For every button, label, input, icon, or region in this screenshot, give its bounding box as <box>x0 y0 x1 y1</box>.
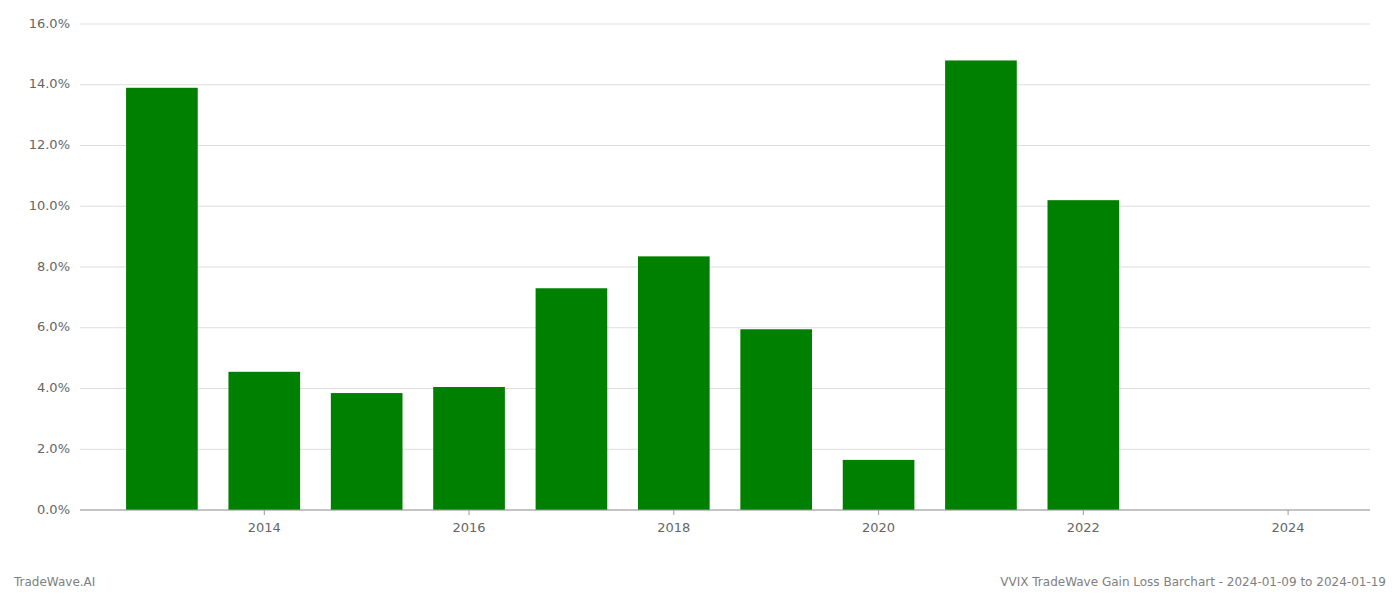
footer-text: VVIX TradeWave Gain Loss Barchart - 2024… <box>1000 575 1386 589</box>
y-tick-label: 14.0% <box>29 76 70 91</box>
x-tick-label: 2014 <box>248 520 281 535</box>
x-axis-line <box>80 510 1370 511</box>
grid-line <box>80 145 1370 146</box>
y-grid <box>80 24 1370 510</box>
bar <box>331 393 403 510</box>
x-tick-label: 2016 <box>453 520 486 535</box>
chart: 0.0% 2.0% 4.0% 6.0% 8.0% 10.0% 12.0% 14.0% 16.0%… <box>0 0 1400 600</box>
grid-line <box>80 267 1370 268</box>
x-tick <box>1083 510 1084 515</box>
footer-text: TradeWave.AI <box>13 575 95 589</box>
y-tick-label: 16.0% <box>29 16 70 31</box>
y-tick-label: 8.0% <box>37 259 70 274</box>
x-tick-label: 2020 <box>862 520 895 535</box>
grid-line <box>80 327 1370 328</box>
x-tick <box>469 510 470 515</box>
y-tick-label: 6.0% <box>37 319 70 334</box>
bar <box>1048 200 1120 510</box>
bar <box>126 88 198 510</box>
grid-line <box>80 206 1370 207</box>
bar <box>536 288 608 510</box>
grid-line <box>80 84 1370 85</box>
x-tick-label: 2024 <box>1272 520 1305 535</box>
y-tick-label: 0.0% <box>37 502 70 517</box>
y-tick-label: 12.0% <box>29 137 70 152</box>
bar <box>228 372 300 510</box>
background <box>0 0 1400 600</box>
bars <box>126 60 1119 510</box>
x-tick <box>1288 510 1289 515</box>
x-tick-label: 2018 <box>657 520 690 535</box>
y-tick-label: 10.0% <box>29 198 70 213</box>
grid-line <box>80 510 1370 511</box>
x-tick <box>673 510 674 515</box>
x-tick-label: 2022 <box>1067 520 1100 535</box>
x-axis: 2014 2016 2018 2020 2022 2024 <box>80 510 1370 535</box>
bar <box>740 329 812 510</box>
bar <box>638 256 710 510</box>
y-axis: 0.0% 2.0% 4.0% 6.0% 8.0% 10.0% 12.0% 14.0% 16.0% <box>29 16 70 517</box>
grid-line <box>80 24 1370 25</box>
bar <box>843 460 915 510</box>
bar <box>433 387 505 510</box>
y-tick-label: 2.0% <box>37 441 70 456</box>
bar <box>945 60 1017 510</box>
y-tick-label: 4.0% <box>37 380 70 395</box>
x-tick <box>878 510 879 515</box>
x-tick <box>264 510 265 515</box>
